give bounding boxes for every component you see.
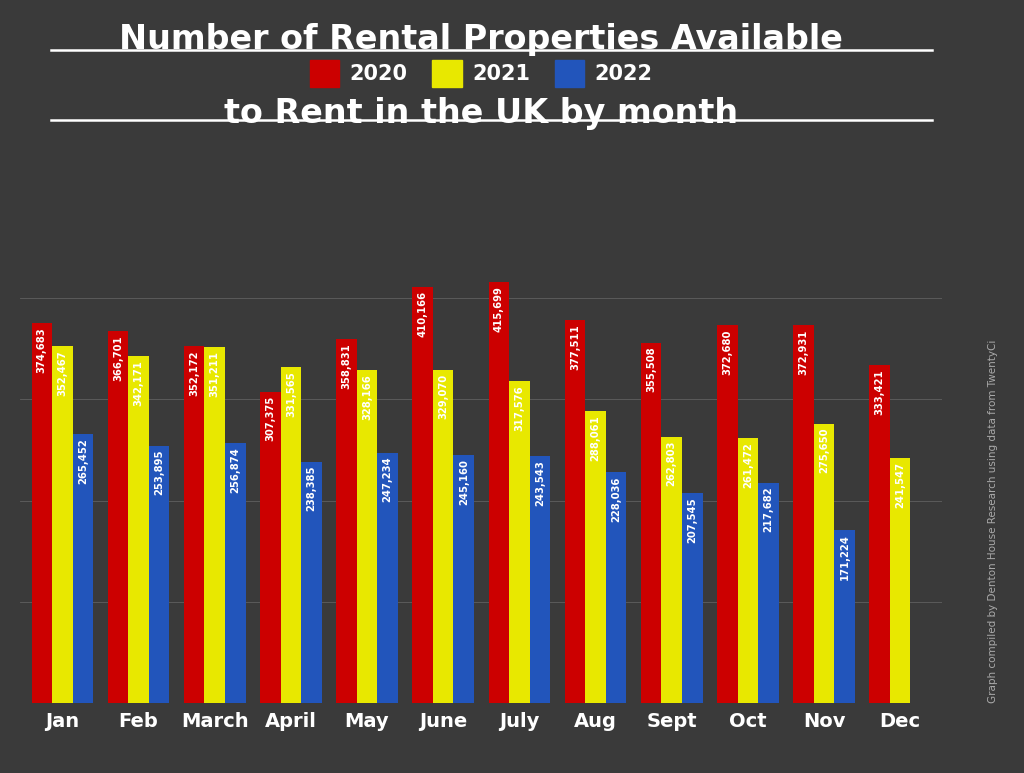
Bar <box>509 381 529 703</box>
Bar <box>413 288 433 703</box>
Text: 217,682: 217,682 <box>764 487 773 533</box>
Bar <box>890 458 910 703</box>
Text: 342,171: 342,171 <box>133 360 143 406</box>
Text: 275,650: 275,650 <box>819 427 829 473</box>
Bar <box>682 493 702 703</box>
Bar <box>108 332 128 703</box>
Text: 410,166: 410,166 <box>418 291 428 338</box>
Bar <box>529 456 550 703</box>
Bar <box>869 365 890 703</box>
Text: 238,385: 238,385 <box>306 465 316 511</box>
Text: 374,683: 374,683 <box>37 327 47 373</box>
Bar <box>737 438 758 703</box>
Text: 352,172: 352,172 <box>189 350 199 396</box>
Bar <box>128 356 148 703</box>
Text: 261,472: 261,472 <box>742 442 753 488</box>
Bar <box>717 325 737 703</box>
Text: 253,895: 253,895 <box>154 450 164 495</box>
Text: Number of Rental Properties Available: Number of Rental Properties Available <box>120 23 843 56</box>
Bar <box>488 281 509 703</box>
Text: 247,234: 247,234 <box>383 457 392 502</box>
Bar <box>336 339 356 703</box>
Text: 241,547: 241,547 <box>895 462 905 509</box>
Text: 358,831: 358,831 <box>341 343 351 389</box>
Bar <box>377 453 398 703</box>
Text: 307,375: 307,375 <box>265 396 275 441</box>
Bar <box>641 342 662 703</box>
Bar <box>301 461 322 703</box>
Bar <box>225 443 246 703</box>
Text: 262,803: 262,803 <box>667 441 677 486</box>
Text: 355,508: 355,508 <box>646 347 656 393</box>
Bar <box>454 455 474 703</box>
Text: 333,421: 333,421 <box>874 369 885 415</box>
Text: 352,467: 352,467 <box>57 350 68 396</box>
Text: 366,701: 366,701 <box>113 335 123 381</box>
Text: 288,061: 288,061 <box>591 415 600 461</box>
Text: 228,036: 228,036 <box>611 476 622 522</box>
Text: Graph compiled by Denton House Research using data from TwentyCi: Graph compiled by Denton House Research … <box>988 340 998 703</box>
Bar <box>835 530 855 703</box>
Bar <box>606 472 627 703</box>
Bar <box>794 325 814 703</box>
Bar <box>356 370 377 703</box>
Bar <box>662 437 682 703</box>
Bar <box>814 424 835 703</box>
Text: 265,452: 265,452 <box>78 438 88 484</box>
Bar <box>32 323 52 703</box>
Bar <box>281 367 301 703</box>
Text: 372,680: 372,680 <box>722 329 732 375</box>
Text: 415,699: 415,699 <box>494 286 504 332</box>
Text: 331,565: 331,565 <box>286 371 296 417</box>
Bar <box>433 369 454 703</box>
Text: 317,576: 317,576 <box>514 385 524 431</box>
Bar <box>148 446 169 703</box>
Bar <box>586 411 606 703</box>
Text: to Rent in the UK by month: to Rent in the UK by month <box>224 97 738 130</box>
Text: 245,160: 245,160 <box>459 458 469 505</box>
Text: 243,543: 243,543 <box>535 461 545 506</box>
Bar <box>205 347 225 703</box>
Text: 256,874: 256,874 <box>230 447 241 492</box>
Text: 207,545: 207,545 <box>687 497 697 543</box>
Legend: 2020, 2021, 2022: 2020, 2021, 2022 <box>302 52 660 95</box>
Text: 351,211: 351,211 <box>210 351 220 397</box>
Bar <box>184 346 205 703</box>
Text: 171,224: 171,224 <box>840 534 850 580</box>
Bar <box>52 346 73 703</box>
Text: 372,931: 372,931 <box>799 329 809 374</box>
Bar <box>758 482 778 703</box>
Text: 377,511: 377,511 <box>570 325 580 370</box>
Bar <box>260 392 281 703</box>
Bar <box>73 434 93 703</box>
Text: 328,166: 328,166 <box>362 375 372 421</box>
Bar <box>564 321 586 703</box>
Text: 329,070: 329,070 <box>438 373 449 419</box>
